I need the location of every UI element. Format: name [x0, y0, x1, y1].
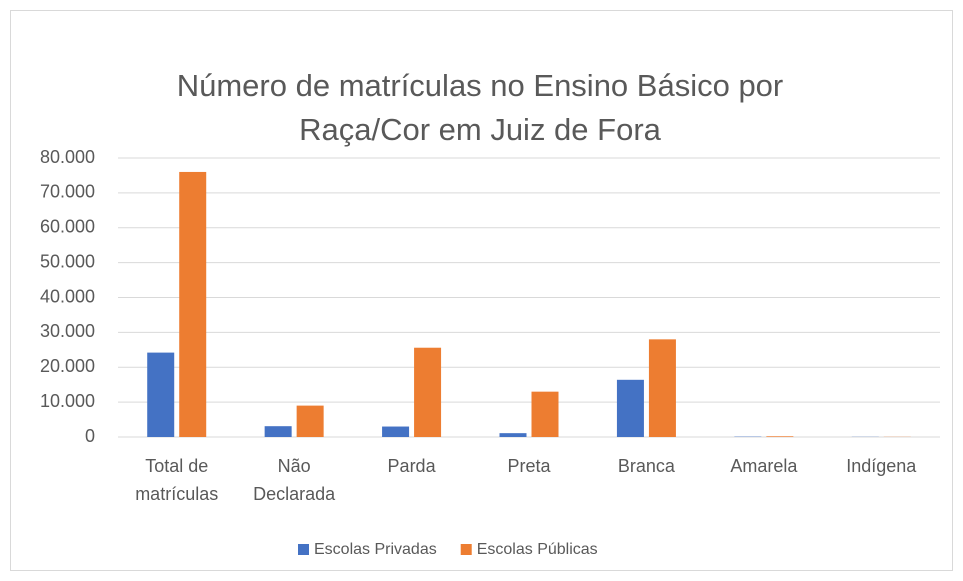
- y-tick-label: 20.000: [40, 356, 95, 376]
- legend-label: Escolas Privadas: [314, 541, 437, 558]
- x-tick-label: Total de matrículas: [135, 456, 218, 504]
- y-tick-label: 50.000: [40, 251, 95, 271]
- legend-label: Escolas Públicas: [477, 541, 598, 558]
- x-tick-label: Indígena: [846, 456, 917, 476]
- bar: [147, 352, 175, 437]
- legend-swatch: [298, 544, 309, 555]
- bar: [382, 426, 410, 437]
- x-tick-label: Preta: [507, 456, 551, 476]
- bar: [499, 433, 527, 437]
- y-tick-label: 10.000: [40, 391, 95, 411]
- chart-border: [10, 10, 953, 571]
- y-tick-label: 0: [85, 426, 95, 446]
- legend-swatch: [460, 544, 472, 555]
- bar: [264, 426, 292, 437]
- x-tick-label: Amarela: [730, 456, 798, 476]
- bar: [648, 339, 676, 437]
- x-tick-label: Não Declarada: [253, 456, 336, 504]
- bar: [766, 436, 794, 437]
- bar: [616, 379, 644, 437]
- y-tick-label: 40.000: [40, 286, 95, 306]
- bar: [531, 391, 559, 437]
- y-tick-label: 70.000: [40, 182, 95, 202]
- y-tick-label: 30.000: [40, 321, 95, 341]
- bar: [296, 405, 324, 437]
- x-tick-label: Branca: [618, 456, 676, 476]
- chart-title: Número de matrículas no Ensino Básico po…: [177, 68, 784, 147]
- bar: [179, 171, 207, 437]
- y-tick-label: 80.000: [40, 147, 95, 167]
- x-tick-label: Parda: [388, 456, 437, 476]
- bar: [414, 347, 442, 437]
- y-tick-label: 60.000: [40, 217, 95, 237]
